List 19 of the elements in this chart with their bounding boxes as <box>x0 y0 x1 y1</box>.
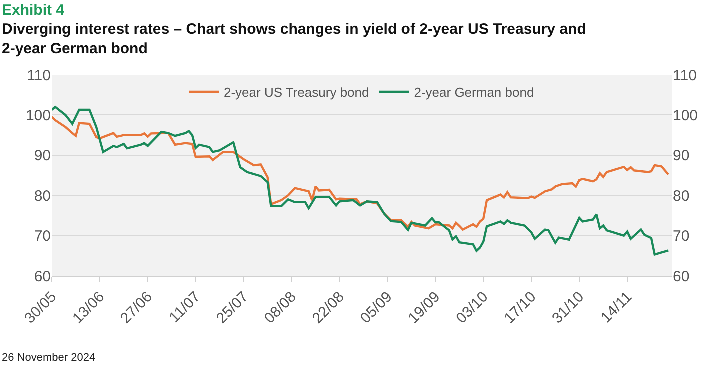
line-series <box>52 116 670 231</box>
y-tick-label: 100 <box>26 107 51 124</box>
y2-tick-label: 80 <box>673 188 690 205</box>
legend-label: 2-year US Treasury bond <box>224 85 370 100</box>
line-series <box>52 106 670 256</box>
y-tick-label: 110 <box>27 67 51 84</box>
legend-label: 2-year German bond <box>414 85 534 100</box>
y2-tick-label: 110 <box>673 67 697 84</box>
y-tick-label: 70 <box>34 228 51 246</box>
y2-tick-label: 70 <box>673 228 690 246</box>
chart-subtitle: Diverging interest rates – Chart shows changes in yield of 2-year US Treasury and 2-year German bond <box>2 21 586 58</box>
chart-title: Exhibit 4 <box>2 2 66 19</box>
y2-tick-label: 90 <box>673 148 690 165</box>
y-tick-label: 80 <box>34 188 51 205</box>
y2-tick-label: 100 <box>673 107 698 124</box>
y2-tick-label: 60 <box>673 268 690 286</box>
y-tick-label: 90 <box>34 148 51 165</box>
y-tick-label: 60 <box>34 268 51 286</box>
text: 26 November 2024 <box>2 352 96 364</box>
